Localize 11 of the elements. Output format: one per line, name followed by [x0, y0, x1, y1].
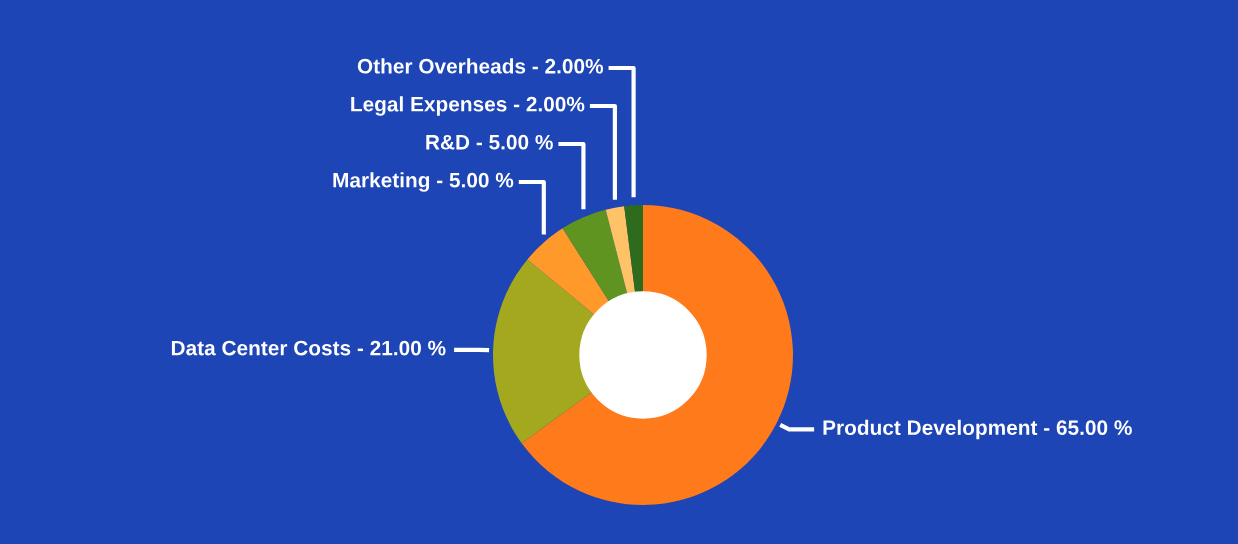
slice-label: Product Development - 65.00 %: [823, 419, 1132, 440]
donut-slice: [605, 206, 636, 294]
slice-label: Other Overheads - 2.00%: [357, 58, 604, 74]
slice-label: Data Center Costs - 21.00 %: [171, 340, 446, 356]
slice-label: Marketing - 5.00 %: [333, 172, 514, 192]
donut-slice: [624, 205, 643, 293]
donut-slice: [493, 259, 595, 444]
slice-label: R&D - 5.00 %: [426, 134, 553, 150]
donut-slice: [527, 228, 610, 315]
donut-slice: [562, 209, 628, 302]
slice-label: Legal Expenses - 2.00%: [351, 96, 585, 116]
